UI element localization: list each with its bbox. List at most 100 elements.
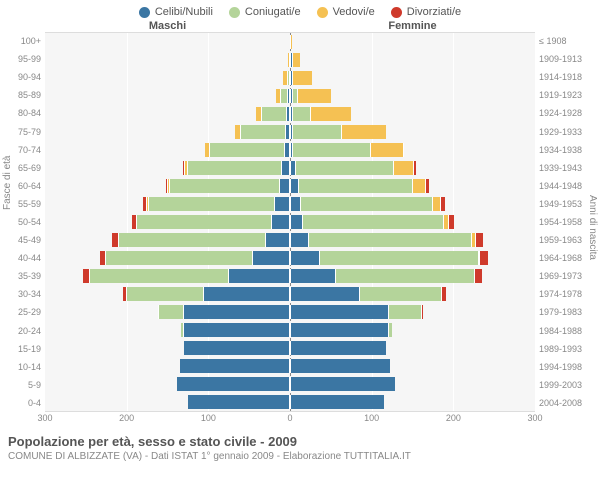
bar-row [45,195,535,213]
segment [290,269,335,283]
birth-tick: 1999-2003 [535,376,600,394]
age-tick: 100+ [0,32,45,50]
age-tick: 50-54 [0,213,45,231]
chart-subtitle: COMUNE DI ALBIZZATE (VA) - Dati ISTAT 1°… [8,451,592,462]
birth-tick: 1989-1993 [535,340,600,358]
segment [359,287,441,301]
male-bar [45,35,290,49]
female-bar [290,53,535,67]
male-bar [45,53,290,67]
segment [310,107,351,121]
segment [290,179,298,193]
bar-row [45,303,535,321]
female-bar [290,359,535,373]
bar-row [45,141,535,159]
chart-title: Popolazione per età, sesso e stato civil… [8,434,592,449]
plot [45,32,535,412]
female-bar [290,89,535,103]
segment [292,107,310,121]
male-bar [45,143,290,157]
bar-row [45,105,535,123]
segment [475,233,483,247]
birth-tick: 1979-1983 [535,303,600,321]
segment [421,305,423,319]
segment [210,143,285,157]
male-bar [45,107,290,121]
legend-item: Divorziati/e [391,6,461,18]
segment [127,287,205,301]
bar-row [45,159,535,177]
column-headers: Maschi Femmine [0,20,600,32]
bar-row [45,213,535,231]
age-tick: 15-19 [0,340,45,358]
bar-row [45,267,535,285]
x-tick: 0 [287,413,292,423]
segment [290,233,308,247]
segment [275,197,290,211]
segment [403,143,405,157]
male-bar [45,359,290,373]
birth-tick: 1909-1913 [535,50,600,68]
segment [302,215,442,229]
female-bar [290,305,535,319]
male-bar [45,215,290,229]
segment [308,233,471,247]
birth-tick: 1919-1923 [535,86,600,104]
segment [290,251,319,265]
age-tick: 80-84 [0,104,45,122]
age-tick: 25-29 [0,303,45,321]
male-bar [45,287,290,301]
segment [290,341,386,355]
segment [290,323,388,337]
segment [290,359,390,373]
segment [370,143,403,157]
axis-label-age: Fasce di età [2,156,13,210]
segment [180,359,290,373]
female-bar [290,341,535,355]
male-bar [45,251,290,265]
legend-swatch [229,7,240,18]
segment [290,395,384,409]
male-bar [45,179,290,193]
bar-row [45,285,535,303]
segment [393,161,413,175]
legend: Celibi/NubiliConiugati/eVedovi/eDivorzia… [0,0,600,20]
segment [184,323,290,337]
age-tick: 95-99 [0,50,45,68]
age-tick: 40-44 [0,249,45,267]
segment [280,179,290,193]
bar-row [45,357,535,375]
segment [290,287,359,301]
segment [290,377,395,391]
age-tick: 0-4 [0,394,45,412]
female-bar [290,395,535,409]
x-tick: 200 [119,413,134,423]
segment [204,287,290,301]
segment [292,125,341,139]
segment [440,197,445,211]
legend-item: Vedovi/e [317,6,375,18]
x-tick: 100 [201,413,216,423]
segment [170,179,280,193]
x-tick: 100 [364,413,379,423]
age-tick: 35-39 [0,267,45,285]
segment [290,305,388,319]
segment [266,233,291,247]
segment [253,251,290,265]
segment [292,71,312,85]
female-bar [290,377,535,391]
birth-tick: 1944-1948 [535,177,600,195]
legend-label: Divorziati/e [407,6,461,18]
x-ticks: 3002001000100200300 [45,412,535,428]
legend-item: Coniugati/e [229,6,301,18]
segment [474,269,482,283]
bar-rows [45,33,535,411]
bar-row [45,231,535,249]
bar-row [45,321,535,339]
birth-tick: 1929-1933 [535,122,600,140]
segment [272,215,290,229]
birth-tick: 1994-1998 [535,358,600,376]
birth-tick: 1974-1978 [535,285,600,303]
birth-tick: 1934-1938 [535,141,600,159]
segment [335,269,474,283]
